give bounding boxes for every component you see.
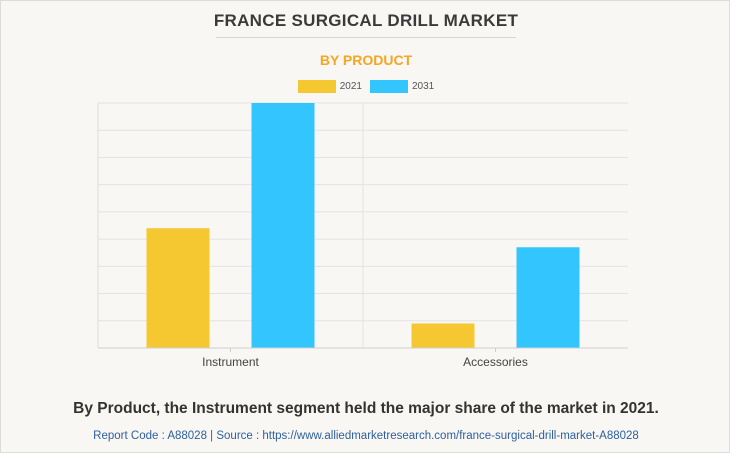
chart-title: FRANCE SURGICAL DRILL MARKET [213, 11, 519, 30]
chart-caption: By Product, the Instrument segment held … [73, 400, 659, 417]
legend-item-2031: 2031 [370, 80, 434, 93]
chart-subtitle: BY PRODUCT [319, 52, 413, 68]
legend-label-2031: 2031 [412, 81, 435, 92]
title-divider [216, 37, 516, 38]
x-tick-label-accessories: Accessories [463, 355, 528, 369]
legend-label-2021: 2021 [339, 81, 362, 92]
x-tick-label-instrument: Instrument [202, 355, 259, 369]
legend-swatch-2031 [370, 80, 408, 93]
bar-chart: Instrument Accessories [97, 102, 628, 369]
source-footer: Report Code : A88028 | Source : https://… [93, 430, 639, 442]
bar-accessories-2031 [516, 247, 580, 348]
legend-item-2021: 2021 [297, 80, 362, 93]
bar-accessories-2021 [411, 323, 475, 348]
legend-swatch-2021 [297, 80, 336, 93]
legend: 2021 2031 [1, 80, 730, 93]
bar-instrument-2021 [146, 228, 210, 348]
bar-instrument-2031 [251, 103, 315, 348]
